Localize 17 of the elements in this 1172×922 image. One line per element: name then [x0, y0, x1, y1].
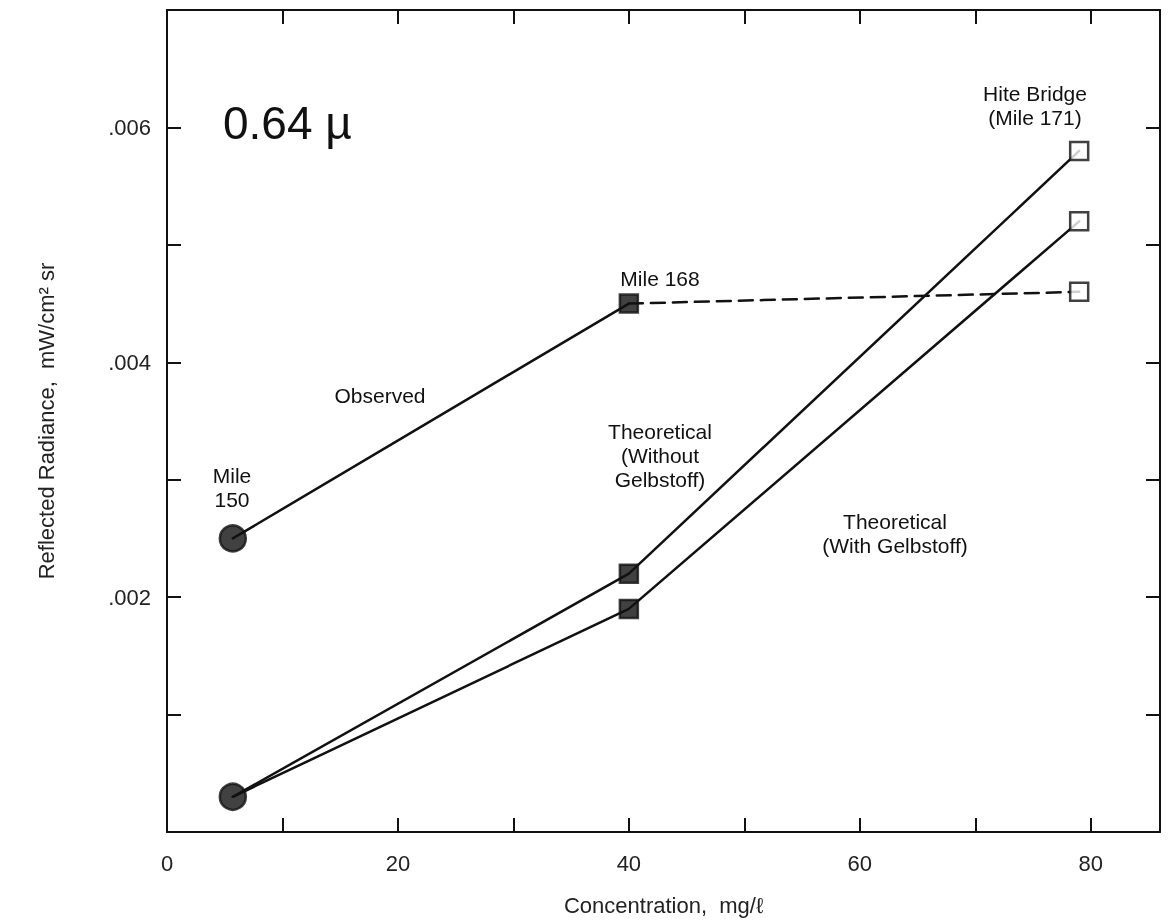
annotation: Theoretical (With Gelbstoff): [822, 509, 968, 557]
y-tick-label: .004: [108, 349, 151, 375]
annotation: Theoretical (Without Gelbstoff): [608, 419, 712, 491]
text: 0.64 µ: [223, 97, 352, 149]
x-tick-label: 0: [160, 850, 174, 876]
x-tick-label: 80: [1078, 850, 1103, 876]
y-tick-label: .006: [108, 114, 151, 140]
annotation: Mile 150: [212, 463, 252, 511]
x-tick-label: 60: [847, 850, 873, 876]
y-tick-label: .002: [108, 584, 151, 610]
x-axis-title: Concentration, mg/ℓ: [563, 892, 764, 918]
annotation: Observed: [334, 383, 426, 407]
x-tick-label: 20: [385, 850, 411, 876]
annotation: Mile 168: [620, 266, 700, 290]
annotation: Hite Bridge (Mile 171): [983, 81, 1087, 129]
x-tick-label: 40: [616, 850, 642, 876]
y-axis-title: Reflected Radiance, mW/cm² sr: [33, 262, 59, 580]
